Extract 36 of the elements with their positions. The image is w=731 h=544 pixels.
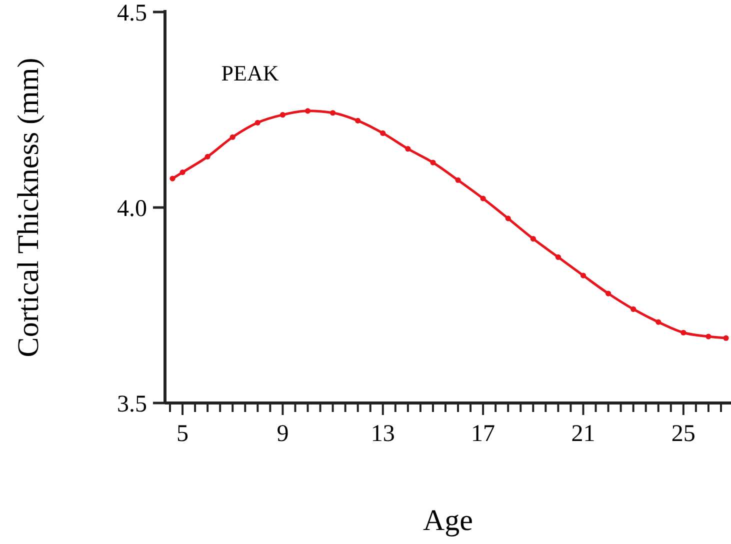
point — [204, 154, 210, 160]
point — [530, 236, 536, 242]
x-axis-title: Age — [423, 504, 473, 537]
point — [304, 108, 311, 114]
y-tick-label: 3.5 — [117, 391, 147, 418]
x-tick-label: 21 — [571, 421, 596, 447]
point — [505, 216, 511, 222]
point — [430, 160, 436, 166]
point — [555, 254, 561, 260]
x-tick-label: 25 — [671, 421, 696, 447]
point — [680, 330, 686, 336]
point — [605, 290, 612, 296]
point — [180, 170, 186, 176]
point — [280, 112, 286, 118]
x-tick-label: 9 — [276, 421, 289, 447]
annotation: PEAK — [221, 60, 279, 86]
point — [330, 110, 336, 116]
point — [656, 319, 662, 325]
point — [480, 196, 486, 202]
point — [630, 306, 636, 312]
point — [170, 176, 176, 182]
point — [230, 134, 236, 140]
x-tick-label: 5 — [176, 421, 189, 447]
y-tick-label: 4.0 — [117, 196, 147, 222]
point — [455, 177, 461, 183]
point — [254, 120, 260, 126]
y-axis-title: Cortical Thickness (mm) — [12, 58, 45, 358]
x-tick-label: 13 — [370, 421, 395, 447]
point — [580, 272, 586, 278]
y-tick-label: 4.5 — [117, 0, 147, 26]
point — [355, 118, 361, 124]
point — [380, 130, 386, 136]
point — [405, 146, 411, 152]
point — [723, 335, 729, 341]
x-tick-label: 17 — [471, 421, 496, 447]
point — [706, 334, 712, 340]
